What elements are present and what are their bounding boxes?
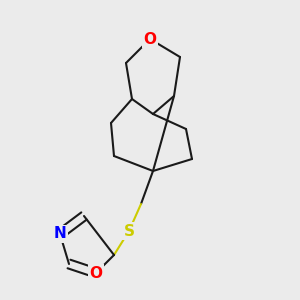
Text: O: O bbox=[143, 32, 157, 46]
Text: O: O bbox=[89, 266, 103, 280]
Text: N: N bbox=[54, 226, 66, 242]
Text: S: S bbox=[124, 224, 134, 238]
